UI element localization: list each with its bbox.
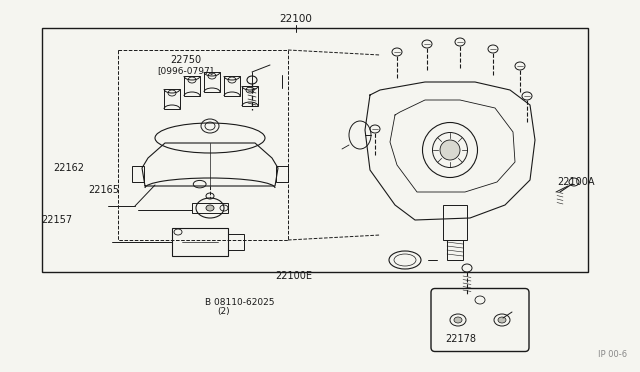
Text: 22750: 22750: [170, 55, 201, 65]
Ellipse shape: [498, 317, 506, 323]
Bar: [228, 234, 244, 250]
Bar: [443, 205, 467, 240]
Ellipse shape: [206, 205, 214, 211]
Bar: [172, 228, 228, 256]
Text: 22165: 22165: [88, 186, 119, 195]
Bar: [276, 166, 288, 182]
Text: IP 00-6: IP 00-6: [598, 350, 627, 359]
Bar: [242, 86, 258, 106]
Text: [0996-0797]: [0996-0797]: [157, 66, 214, 75]
Bar: [164, 89, 180, 109]
Text: 22100: 22100: [279, 14, 312, 23]
Ellipse shape: [454, 317, 462, 323]
Bar: [184, 76, 200, 96]
Text: 22157: 22157: [42, 215, 73, 225]
Bar: [132, 166, 144, 182]
Bar: [224, 76, 240, 96]
Text: 22100A: 22100A: [557, 177, 595, 187]
Text: 22178: 22178: [445, 334, 476, 344]
Text: (2): (2): [218, 307, 230, 316]
Text: 22100E: 22100E: [275, 271, 312, 281]
Ellipse shape: [440, 140, 460, 160]
Bar: [118, 50, 288, 240]
Bar: [42, 28, 588, 272]
Text: 22162: 22162: [53, 163, 84, 173]
Bar: [192, 203, 228, 213]
Bar: [204, 72, 220, 92]
Bar: [447, 240, 463, 260]
Text: B 08110-62025: B 08110-62025: [205, 298, 275, 307]
